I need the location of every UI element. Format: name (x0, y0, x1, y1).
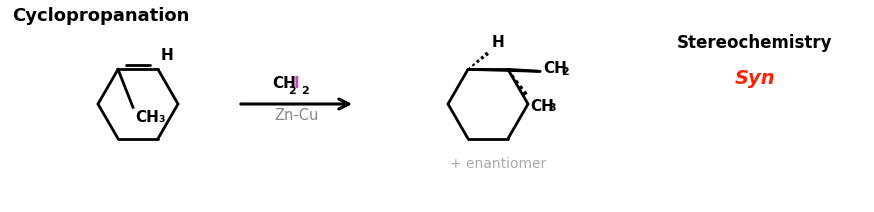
Text: 3: 3 (548, 103, 556, 113)
Text: I: I (294, 76, 299, 91)
Text: Syn: Syn (735, 69, 775, 88)
Text: CH: CH (273, 76, 296, 91)
Text: H: H (492, 35, 505, 50)
Text: CH: CH (543, 61, 567, 76)
Text: Stereochemistry: Stereochemistry (677, 34, 833, 52)
Text: CH: CH (530, 99, 554, 114)
Text: Cyclopropanation: Cyclopropanation (12, 7, 190, 25)
Text: 2: 2 (561, 67, 569, 77)
Text: 2: 2 (288, 86, 296, 96)
Text: H: H (161, 48, 174, 63)
Text: Zn-Cu: Zn-Cu (274, 108, 319, 123)
Text: + enantiomer: + enantiomer (450, 157, 546, 171)
Text: CH₃: CH₃ (135, 110, 166, 125)
Text: 2: 2 (302, 86, 309, 96)
